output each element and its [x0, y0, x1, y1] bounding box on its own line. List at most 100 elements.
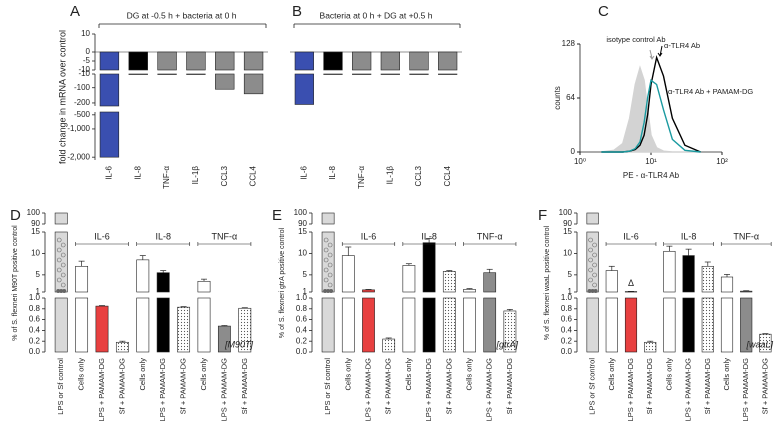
x-tick-label: Sf + PAMAM-DG — [760, 358, 769, 414]
bar — [442, 297, 456, 353]
group-label: IL-8 — [681, 231, 697, 241]
panel-letter: A — [70, 3, 80, 20]
group-label: IL-6 — [94, 231, 110, 241]
y-tick-label: 15 — [563, 227, 572, 236]
x-tick-label: 10² — [716, 157, 728, 166]
bar — [54, 297, 68, 353]
series-label: isotype control Ab — [606, 35, 665, 44]
series-label: α-TLR4 Ab — [664, 41, 700, 50]
icon — [590, 289, 595, 293]
icon — [56, 277, 62, 283]
x-tick-label: LPS or Sf control — [588, 358, 597, 415]
y-tick-label: 0.4 — [561, 326, 573, 335]
bar — [463, 297, 476, 353]
bar — [115, 341, 129, 353]
bar — [243, 73, 264, 95]
x-tick-label: TNF-α — [162, 166, 171, 189]
bar — [586, 212, 599, 225]
bar — [128, 51, 148, 71]
bar — [362, 289, 375, 293]
bar — [586, 297, 599, 353]
icon — [56, 267, 62, 273]
y-tick-label: 128 — [562, 39, 576, 48]
y-axis-label: counts — [553, 86, 562, 110]
icon — [323, 277, 329, 283]
x-tick-label: Cells only — [464, 358, 473, 391]
y-tick-label: 0.0 — [296, 347, 308, 356]
panel-header: Bacteria at 0 h + DG at +0.5 h — [320, 10, 433, 20]
y-axis-label: % of S. flexneri waaL positive control — [544, 225, 551, 340]
icon — [592, 262, 597, 268]
icon — [56, 247, 62, 253]
y-tick-label: 0.2 — [296, 336, 308, 345]
x-tick-label: LPS + PAMAM-DG — [485, 358, 494, 422]
icon — [56, 237, 62, 243]
panel-letter: D — [10, 207, 21, 224]
y-tick-label: 90 — [298, 219, 307, 228]
bar — [380, 51, 400, 71]
y-tick-label: 0.0 — [561, 347, 573, 356]
bar — [701, 265, 714, 293]
icon — [592, 242, 597, 248]
x-tick-label: Sf + PAMAM-DG — [444, 358, 453, 414]
bar — [156, 272, 170, 293]
series-label: α-TLR4 Ab + PAMAM-DG — [668, 87, 753, 96]
bar — [197, 297, 211, 353]
x-tick-label: IL-1β — [191, 166, 200, 185]
y-tick-label: 15 — [31, 227, 40, 236]
x-tick-label: Cells only — [77, 358, 86, 391]
y-tick-label: 5 — [303, 270, 308, 279]
icon — [588, 247, 593, 253]
y-tick-label: 1 — [568, 287, 573, 296]
bar — [197, 280, 211, 293]
y-tick-label: 90 — [31, 219, 40, 228]
y-tick-label: 15 — [298, 227, 307, 236]
x-tick-label: CCL3 — [220, 165, 229, 186]
group-label: IL-8 — [421, 231, 437, 241]
icon — [60, 252, 66, 258]
bar — [321, 297, 335, 353]
bar — [483, 297, 497, 353]
icon — [60, 282, 66, 288]
bar — [341, 255, 355, 293]
bar — [323, 51, 343, 71]
icon — [327, 242, 333, 248]
bar — [157, 51, 177, 71]
y-tick-label: 10 — [31, 249, 40, 258]
y-tick-label: -500 — [74, 110, 91, 119]
icon — [60, 272, 66, 278]
y-axis-label: % of S. flexneri M90T positive control — [12, 225, 19, 341]
bar — [605, 297, 618, 353]
panel-header: DG at -0.5 h + bacteria at 0 h — [127, 10, 237, 20]
bar — [382, 338, 396, 353]
x-tick-label: LPS + PAMAM-DG — [219, 358, 228, 422]
y-tick-label: 0.4 — [296, 326, 308, 335]
y-tick-label: -10 — [78, 69, 90, 78]
x-tick-label: Cells only — [607, 358, 616, 391]
panel-letter: E — [272, 207, 282, 224]
x-tick-label: Cells only — [138, 358, 147, 391]
bar — [156, 297, 170, 353]
y-tick-label: 0.6 — [296, 315, 308, 324]
y-tick-label: 0.2 — [29, 336, 41, 345]
strain-label: [gtrA] — [495, 339, 518, 349]
y-axis-label: % of S. flexneri gtrA positive control — [279, 228, 286, 339]
bar — [75, 265, 89, 293]
x-tick-label: IL-8 — [328, 165, 337, 179]
y-tick-label: -1,000 — [67, 124, 90, 133]
bar — [321, 212, 335, 225]
bar — [341, 297, 355, 353]
arrow — [657, 45, 663, 57]
bar — [136, 259, 150, 293]
bar — [99, 111, 120, 158]
y-tick-label: 0.8 — [29, 304, 41, 313]
y-tick-label: 1.0 — [296, 293, 308, 302]
icon — [60, 262, 66, 268]
icon — [588, 277, 593, 283]
y-tick-label: 100 — [294, 208, 308, 217]
x-tick-label: LPS or Sf control — [56, 358, 65, 415]
x-tick-label: Cells only — [199, 358, 208, 391]
y-tick-label: 5 — [568, 270, 573, 279]
x-tick-label: LPS + PAMAM-DG — [684, 358, 693, 422]
